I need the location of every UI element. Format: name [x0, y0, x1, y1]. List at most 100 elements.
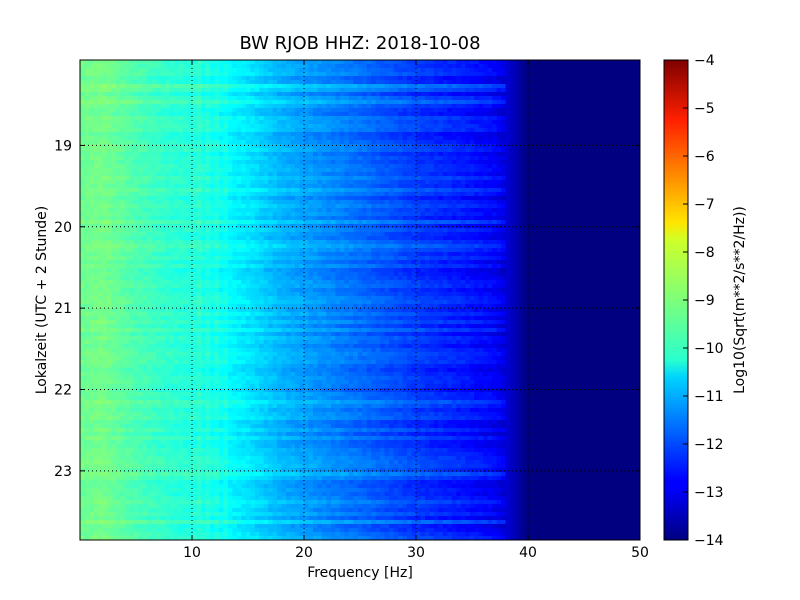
heatmap-cell	[532, 168, 538, 173]
heatmap-cell	[371, 176, 377, 181]
heatmap-cell	[304, 132, 310, 137]
heatmap-cell	[115, 208, 121, 213]
heatmap-cell	[568, 132, 574, 137]
heatmap-cell	[451, 168, 457, 173]
heatmap-cell	[147, 148, 153, 153]
heatmap-cell	[151, 164, 157, 169]
heatmap-cell	[241, 164, 247, 169]
heatmap-cell	[268, 116, 274, 121]
heatmap-cell	[438, 204, 444, 209]
heatmap-cell	[483, 108, 489, 113]
heatmap-cell	[563, 180, 569, 185]
heatmap-cell	[635, 204, 640, 209]
heatmap-cell	[223, 204, 229, 209]
heatmap-cell	[357, 188, 363, 193]
heatmap-cell	[250, 216, 256, 221]
heatmap-cell	[129, 204, 135, 209]
heatmap-cell	[312, 192, 319, 197]
heatmap-cell	[200, 144, 207, 149]
heatmap-cell	[617, 132, 623, 137]
heatmap-cell	[339, 100, 345, 105]
heatmap-cell	[263, 156, 269, 161]
heatmap-cell	[523, 156, 529, 161]
heatmap-cell	[263, 132, 269, 137]
heatmap-cell	[353, 136, 359, 141]
heatmap-cell	[147, 196, 153, 201]
heatmap-cell	[523, 184, 529, 189]
heatmap-cell	[402, 140, 408, 145]
heatmap-cell	[93, 104, 99, 109]
heatmap-cell	[232, 200, 238, 205]
heatmap-cell	[523, 168, 529, 173]
heatmap-cell	[205, 68, 211, 73]
heatmap-cell	[563, 72, 569, 77]
heatmap-cell	[339, 172, 345, 177]
heatmap-cell	[209, 80, 215, 85]
heatmap-cell	[554, 108, 560, 113]
heatmap-cell	[281, 128, 287, 133]
heatmap-cell	[254, 72, 260, 77]
heatmap-cell	[93, 188, 99, 193]
heatmap-cell	[541, 72, 547, 77]
heatmap-cell	[335, 92, 341, 97]
heatmap-cell	[389, 96, 395, 101]
heatmap-cell	[353, 200, 359, 205]
heatmap-cell	[335, 104, 341, 109]
heatmap-cell	[456, 196, 462, 201]
heatmap-cell	[510, 188, 516, 193]
heatmap-cell	[496, 84, 502, 89]
heatmap-cell	[272, 120, 278, 125]
heatmap-cell	[214, 124, 220, 129]
heatmap-cell	[102, 88, 108, 93]
heatmap-cell	[590, 112, 596, 117]
heatmap-cell	[442, 124, 448, 129]
heatmap-cell	[523, 140, 529, 145]
heatmap-cell	[433, 200, 439, 205]
heatmap-cell	[604, 68, 610, 73]
heatmap-cell	[519, 164, 525, 169]
heatmap-cell	[263, 176, 269, 181]
heatmap-cell	[102, 108, 108, 113]
heatmap-cell	[236, 164, 242, 169]
heatmap-cell	[519, 192, 525, 197]
heatmap-cell	[393, 80, 399, 85]
heatmap-cell	[626, 96, 632, 101]
heatmap-cell	[138, 108, 144, 113]
heatmap-cell	[227, 88, 233, 93]
heatmap-cell	[129, 92, 135, 97]
heatmap-cell	[568, 184, 574, 189]
heatmap-cell	[474, 88, 480, 93]
heatmap-cell	[599, 72, 605, 77]
heatmap-cell	[510, 172, 516, 177]
heatmap-cell	[330, 104, 336, 109]
heatmap-cell	[174, 112, 180, 117]
heatmap-cell	[330, 204, 336, 209]
heatmap-cell	[227, 140, 233, 145]
heatmap-cell	[187, 172, 193, 177]
heatmap-cell	[599, 104, 605, 109]
heatmap-cell	[563, 132, 569, 137]
heatmap-cell	[254, 156, 260, 161]
heatmap-cell	[398, 92, 404, 97]
heatmap-cell	[223, 108, 229, 113]
heatmap-cell	[586, 112, 592, 117]
heatmap-cell	[572, 76, 578, 81]
heatmap-cell	[165, 96, 171, 101]
heatmap-cell	[380, 152, 386, 157]
heatmap-cell	[510, 112, 516, 117]
heatmap-cell	[200, 140, 207, 145]
heatmap-cell	[187, 204, 193, 209]
heatmap-cell	[326, 128, 332, 133]
heatmap-cell	[209, 212, 215, 217]
heatmap-cell	[80, 80, 86, 85]
heatmap-cell	[80, 128, 86, 133]
heatmap-cell	[465, 160, 471, 165]
heatmap-cell	[559, 72, 565, 77]
heatmap-cell	[138, 164, 144, 169]
heatmap-cell	[523, 60, 529, 65]
heatmap-cell	[505, 164, 511, 169]
heatmap-cell	[120, 112, 126, 117]
heatmap-cell	[545, 148, 551, 153]
heatmap-cell	[160, 160, 166, 165]
heatmap-cell	[178, 172, 184, 177]
